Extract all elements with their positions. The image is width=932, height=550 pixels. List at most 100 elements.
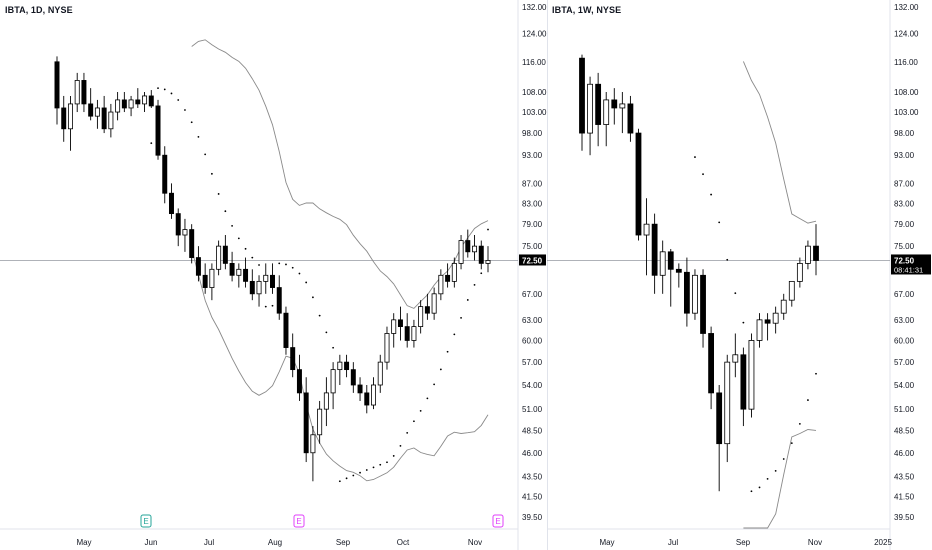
earnings-marker[interactable] [140, 514, 152, 528]
candle-bullish[interactable] [485, 260, 491, 264]
candle-bullish[interactable] [256, 280, 262, 295]
candle-bearish[interactable] [249, 280, 255, 295]
candle-bearish[interactable] [222, 245, 228, 264]
candle-bearish[interactable] [270, 274, 275, 288]
candle-bearish[interactable] [290, 347, 296, 371]
candle-bearish[interactable] [168, 192, 174, 215]
candle-bearish[interactable] [627, 103, 634, 134]
candle-bullish[interactable] [216, 245, 222, 270]
candle-bearish[interactable] [478, 245, 484, 264]
earnings-marker[interactable] [492, 514, 504, 528]
candle-bullish[interactable] [391, 319, 397, 334]
candle-bearish[interactable] [283, 312, 289, 348]
candle-bearish[interactable] [675, 268, 682, 273]
candle-bullish[interactable] [431, 293, 437, 314]
candle-bullish[interactable] [451, 262, 457, 282]
candle-bearish[interactable] [404, 326, 410, 341]
candle-bearish[interactable] [175, 213, 181, 236]
chart-panel-daily[interactable]: IBTA, 1D, NYSE 132.00 124.00 116.00 108.00 1… [0, 0, 548, 550]
candle-bullish[interactable] [411, 326, 417, 341]
candle-bullish[interactable] [337, 361, 343, 371]
candle-bullish[interactable] [74, 80, 80, 105]
candle-bullish[interactable] [317, 408, 323, 436]
candle-bullish[interactable] [108, 111, 114, 130]
candle-bullish[interactable] [323, 392, 329, 410]
candle-bullish[interactable] [128, 99, 134, 109]
candle-bullish[interactable] [788, 280, 795, 301]
candle-bearish[interactable] [445, 274, 451, 282]
candle-bullish[interactable] [472, 245, 478, 253]
candle-bullish[interactable] [438, 274, 444, 295]
daily-chart-canvas[interactable]: 132.00 124.00 116.00 108.00 103.00 98.00 93.00… [0, 0, 547, 550]
candle-bullish[interactable] [371, 384, 377, 406]
candle-bearish[interactable] [424, 306, 430, 314]
candle-bearish[interactable] [189, 229, 195, 258]
candle-bearish[interactable] [350, 369, 356, 386]
candle-bullish[interactable] [384, 333, 390, 363]
candle-bearish[interactable] [229, 262, 235, 276]
candle-bearish[interactable] [276, 287, 282, 314]
candle-bearish[interactable] [243, 268, 249, 282]
candle-bearish[interactable] [296, 369, 302, 394]
earnings-marker[interactable] [293, 514, 305, 528]
candle-bullish[interactable] [756, 319, 763, 341]
candle-bullish[interactable] [377, 361, 383, 386]
candle-bullish[interactable] [692, 274, 698, 314]
candle-bearish[interactable] [101, 107, 107, 130]
candle-bearish[interactable] [813, 245, 819, 261]
candle-bearish[interactable] [162, 154, 168, 194]
candle-bearish[interactable] [61, 107, 67, 130]
candle-bearish[interactable] [88, 103, 94, 117]
weekly-chart-canvas[interactable]: 132.00 124.00 116.00 108.00 103.00 98.00 93.00… [547, 0, 932, 550]
candle-bearish[interactable] [579, 57, 585, 134]
candle-bullish[interactable] [724, 361, 731, 445]
candle-bearish[interactable] [465, 240, 471, 253]
candle-bullish[interactable] [330, 369, 336, 394]
candle-bullish[interactable] [805, 245, 811, 264]
candle-bullish[interactable] [643, 223, 650, 236]
candle-bearish[interactable] [740, 354, 747, 410]
candle-bullish[interactable] [796, 262, 803, 282]
candle-bearish[interactable] [364, 392, 370, 406]
candle-bearish[interactable] [611, 99, 618, 109]
candle-bearish[interactable] [708, 333, 715, 394]
candle-bearish[interactable] [202, 274, 208, 288]
candle-bullish[interactable] [142, 95, 148, 105]
candle-bearish[interactable] [54, 61, 60, 109]
candle-bearish[interactable] [81, 80, 87, 105]
candle-bearish[interactable] [716, 392, 723, 445]
candle-bullish[interactable] [263, 274, 269, 282]
candle-bullish[interactable] [182, 229, 188, 236]
candle-bearish[interactable] [595, 83, 602, 125]
candle-bearish[interactable] [357, 384, 363, 394]
candle-bullish[interactable] [67, 103, 73, 130]
candle-bearish[interactable] [397, 319, 403, 328]
candle-bullish[interactable] [619, 103, 626, 109]
candle-bullish[interactable] [236, 268, 242, 276]
candle-bullish[interactable] [780, 299, 787, 314]
candle-bullish[interactable] [94, 107, 100, 117]
candle-bearish[interactable] [135, 99, 141, 105]
candle-bullish[interactable] [209, 268, 215, 288]
candle-bullish[interactable] [310, 434, 316, 454]
candle-bearish[interactable] [121, 99, 127, 109]
candle-bullish[interactable] [418, 306, 424, 328]
candle-bearish[interactable] [667, 251, 674, 270]
candle-bearish[interactable] [651, 223, 658, 276]
candle-bullish[interactable] [587, 83, 593, 134]
candle-bearish[interactable] [683, 271, 690, 314]
candle-bearish[interactable] [303, 392, 309, 454]
chart-panel-weekly[interactable]: IBTA, 1W, NYSE 132.00 124.00 116.00 108.00 1… [547, 0, 932, 550]
candle-bearish[interactable] [700, 274, 706, 334]
candle-bullish[interactable] [115, 99, 121, 113]
candle-bearish[interactable] [195, 257, 201, 276]
candle-bullish[interactable] [732, 354, 739, 363]
candle-bullish[interactable] [659, 251, 666, 276]
candle-bullish[interactable] [603, 99, 610, 125]
candle-bullish[interactable] [748, 340, 755, 410]
candle-bullish[interactable] [772, 312, 779, 324]
candle-bearish[interactable] [764, 319, 771, 324]
candle-bearish[interactable] [635, 132, 642, 236]
candle-bullish[interactable] [458, 240, 464, 264]
candle-bearish[interactable] [155, 105, 161, 156]
